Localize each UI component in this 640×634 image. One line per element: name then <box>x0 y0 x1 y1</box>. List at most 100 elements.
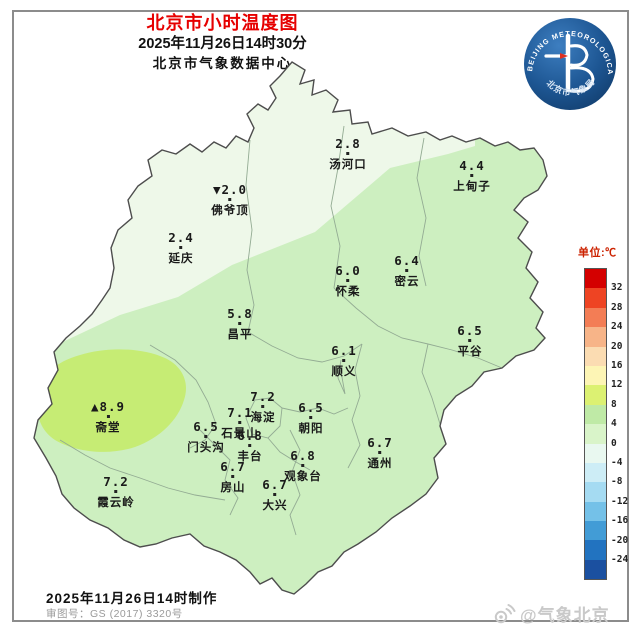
page-title: 北京市小时温度图 <box>146 13 299 33</box>
legend-tick: 8 <box>611 398 617 410</box>
weibo-icon <box>494 603 516 623</box>
station-dot-icon <box>231 475 235 478</box>
station-temperature: 7.1 <box>227 405 253 420</box>
station: 7.1 石景山 <box>221 405 259 441</box>
station-dot-icon <box>238 421 242 424</box>
station-dot-icon <box>301 464 305 467</box>
agency-logo: BEIJING METEOROLOGICAL SERVICE 北京市气象局 <box>522 16 616 110</box>
station-temperature: 5.8 <box>227 306 253 321</box>
station-temperature: 7.2 <box>250 389 276 404</box>
legend-segment <box>585 559 606 580</box>
station-dot-icon <box>106 415 110 418</box>
legend-segment <box>585 327 606 347</box>
station: 6.7 房山 <box>220 459 246 495</box>
made-datetime: 2025年11月26日14时制作 <box>46 591 218 606</box>
station-name: 海淀 <box>250 412 276 424</box>
temperature-legend: 单位:℃ 32 28 24 20 16 12 8 4 0 -4 -8 -12 -16 -20 -24 <box>578 244 638 581</box>
station-dot-icon <box>273 493 277 496</box>
legend-segment <box>585 443 606 463</box>
legend-tick: 4 <box>611 418 617 430</box>
header: 北京市小时温度图 2025年11月26日14时30分 北京市气象数据中心 <box>55 12 390 73</box>
legend-segment <box>585 501 606 522</box>
station-temperature: 4.4 <box>459 158 485 173</box>
legend-tick: 20 <box>611 340 623 352</box>
data-source: 北京市气象数据中心 <box>152 56 293 71</box>
legend-segment <box>585 424 606 444</box>
legend-tick: -8 <box>611 476 623 488</box>
legend-segment <box>585 404 606 425</box>
station-temperature: 6.1 <box>331 343 357 358</box>
station-dot-icon <box>346 152 350 155</box>
legend-segment <box>585 288 606 308</box>
station-dot-icon <box>114 490 118 493</box>
station-dot-icon <box>470 174 474 177</box>
station-name: 门头沟 <box>187 442 225 454</box>
legend-tick: 28 <box>611 301 623 313</box>
station: 7.2 霞云岭 <box>97 474 135 510</box>
legend-tick: -20 <box>611 534 629 546</box>
station-temperature: 6.7 <box>367 435 393 450</box>
station-dot-icon <box>468 339 472 342</box>
station-name: 昌平 <box>227 329 253 341</box>
station-temperature: 6.0 <box>335 263 361 278</box>
legend-tick: 32 <box>611 282 623 294</box>
station-name: 延庆 <box>168 253 194 265</box>
legend-color-bar <box>584 268 607 581</box>
station-temperature: 6.7 <box>220 459 246 474</box>
station-dot-icon <box>238 322 242 325</box>
legend-tick: -4 <box>611 457 623 468</box>
legend-segment <box>585 540 606 560</box>
legend-segment <box>585 462 606 483</box>
station-dot-icon <box>261 405 265 408</box>
legend-segment <box>585 346 606 366</box>
legend-tick: 0 <box>611 437 617 449</box>
station-dot-icon <box>378 451 382 454</box>
station-dot-icon <box>179 246 183 249</box>
watermark: @气象北京 <box>492 601 610 626</box>
station-name: 通州 <box>367 458 393 470</box>
station-name: 霞云岭 <box>97 497 135 509</box>
station-temperature: 6.5 <box>193 419 219 434</box>
station-name: 怀柔 <box>335 286 361 298</box>
station-name: 顺义 <box>331 366 357 378</box>
station: ▼2.0 佛爷顶 <box>211 182 249 218</box>
station-name: 佛爷顶 <box>211 205 249 217</box>
legend-segment <box>585 365 606 386</box>
station-name: 房山 <box>220 482 246 494</box>
legend-tick: 24 <box>611 321 623 333</box>
legend-tick: -16 <box>611 515 629 527</box>
station-temperature: 6.5 <box>298 400 324 415</box>
logo-red-pointer <box>560 53 568 59</box>
station-name: 平谷 <box>457 346 483 358</box>
station-temperature: 2.8 <box>335 136 361 151</box>
station: 2.4 延庆 <box>168 230 194 266</box>
station-name: 汤河口 <box>329 159 367 171</box>
watermark-handle: @气象北京 <box>520 606 610 625</box>
station: 6.7 大兴 <box>262 477 288 513</box>
station: 6.7 通州 <box>367 435 393 471</box>
station: 6.5 平谷 <box>457 323 483 359</box>
station: 6.8 丰台 <box>237 428 263 464</box>
station: 6.4 密云 <box>394 253 420 289</box>
legend-segment <box>585 482 606 502</box>
station-dot-icon <box>228 198 232 201</box>
outer-frame <box>12 10 629 622</box>
station-temperature: ▲8.9 <box>90 399 126 414</box>
station-temperature: 7.2 <box>103 474 129 489</box>
station-name: 大兴 <box>262 500 288 512</box>
station-temperature: 6.8 <box>237 428 263 443</box>
station-temperature: 6.8 <box>290 448 316 463</box>
legend-segment <box>585 307 606 328</box>
station: 6.5 朝阳 <box>298 400 324 436</box>
station-temperature: 6.5 <box>457 323 483 338</box>
legend-segment <box>585 269 606 289</box>
station-dot-icon <box>248 444 252 447</box>
station-dot-icon <box>204 435 208 438</box>
legend-segment <box>585 521 606 541</box>
station-temperature: ▼2.0 <box>212 182 248 197</box>
station-temperature: 2.4 <box>168 230 194 245</box>
station: 2.8 汤河口 <box>329 136 367 172</box>
station-name: 石景山 <box>221 428 259 440</box>
